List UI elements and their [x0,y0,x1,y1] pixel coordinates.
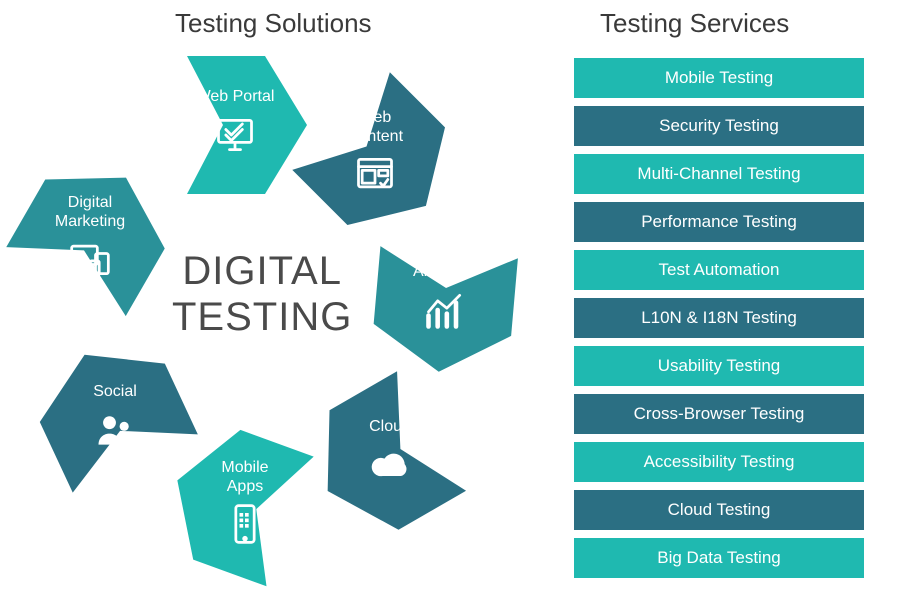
solution-mobile-apps-label: Mobile Apps [221,459,268,496]
center-title: DIGITAL TESTING [172,248,352,340]
solution-social-label: Social [93,383,137,401]
service-item-label: Usability Testing [658,356,781,376]
service-item-label: Big Data Testing [657,548,780,568]
service-item: Cloud Testing [574,490,864,530]
service-item: Usability Testing [574,346,864,386]
service-item: Accessibility Testing [574,442,864,482]
monitor-check-icon [213,113,257,162]
service-item: L10N & I18N Testing [574,298,864,338]
service-item-label: Security Testing [659,116,779,136]
solutions-heading: Testing Solutions [175,8,372,39]
service-item: Cross-Browser Testing [574,394,864,434]
service-item: Big Data Testing [574,538,864,578]
service-item: Multi-Channel Testing [574,154,864,194]
service-item-label: Accessibility Testing [644,452,795,472]
solution-cloud: Cloud [315,380,465,530]
center-title-line2: TESTING [172,294,352,340]
service-item-label: Cloud Testing [668,500,771,520]
service-item: Security Testing [574,106,864,146]
service-item-label: Mobile Testing [665,68,773,88]
solution-digital-mkt-label: Digital Marketing [55,194,125,231]
phone-grid-icon [223,502,267,551]
service-item-label: Performance Testing [641,212,797,232]
service-item-label: Test Automation [659,260,780,280]
service-item: Test Automation [574,250,864,290]
solution-web-portal: Web Portal [160,50,310,200]
browser-layout-icon [353,152,397,201]
solution-web-content: Web Content [300,80,450,230]
solution-analytics-label: Analytics [413,263,477,281]
center-title-line1: DIGITAL [172,248,352,294]
solution-analytics: Analytics [370,225,520,375]
service-item-label: Cross-Browser Testing [634,404,805,424]
solution-web-content-label: Web Content [347,109,403,146]
services-heading: Testing Services [600,8,789,39]
services-list: Mobile Testing Security Testing Multi-Chan… [574,58,864,578]
service-item-label: Multi-Channel Testing [637,164,800,184]
people-icon [93,408,137,457]
solution-social: Social [40,345,190,495]
service-item: Mobile Testing [574,58,864,98]
solution-digital-mkt: Digital Marketing [15,165,165,315]
service-item-label: L10N & I18N Testing [641,308,797,328]
devices-icon [68,237,112,286]
solution-cloud-label: Cloud [369,418,411,436]
solution-web-portal-label: Web Portal [196,88,275,106]
cloud-icon [368,443,412,492]
chart-bars-icon [423,288,467,337]
service-item: Performance Testing [574,202,864,242]
